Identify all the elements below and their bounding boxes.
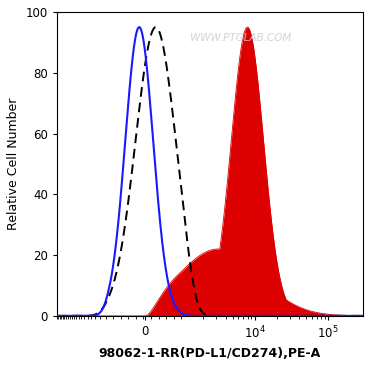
X-axis label: 98062-1-RR(PD-L1/CD274),PE-A: 98062-1-RR(PD-L1/CD274),PE-A bbox=[99, 347, 321, 360]
Text: WWW.PTGLAB.COM: WWW.PTGLAB.COM bbox=[190, 33, 291, 43]
Y-axis label: Relative Cell Number: Relative Cell Number bbox=[7, 98, 20, 230]
